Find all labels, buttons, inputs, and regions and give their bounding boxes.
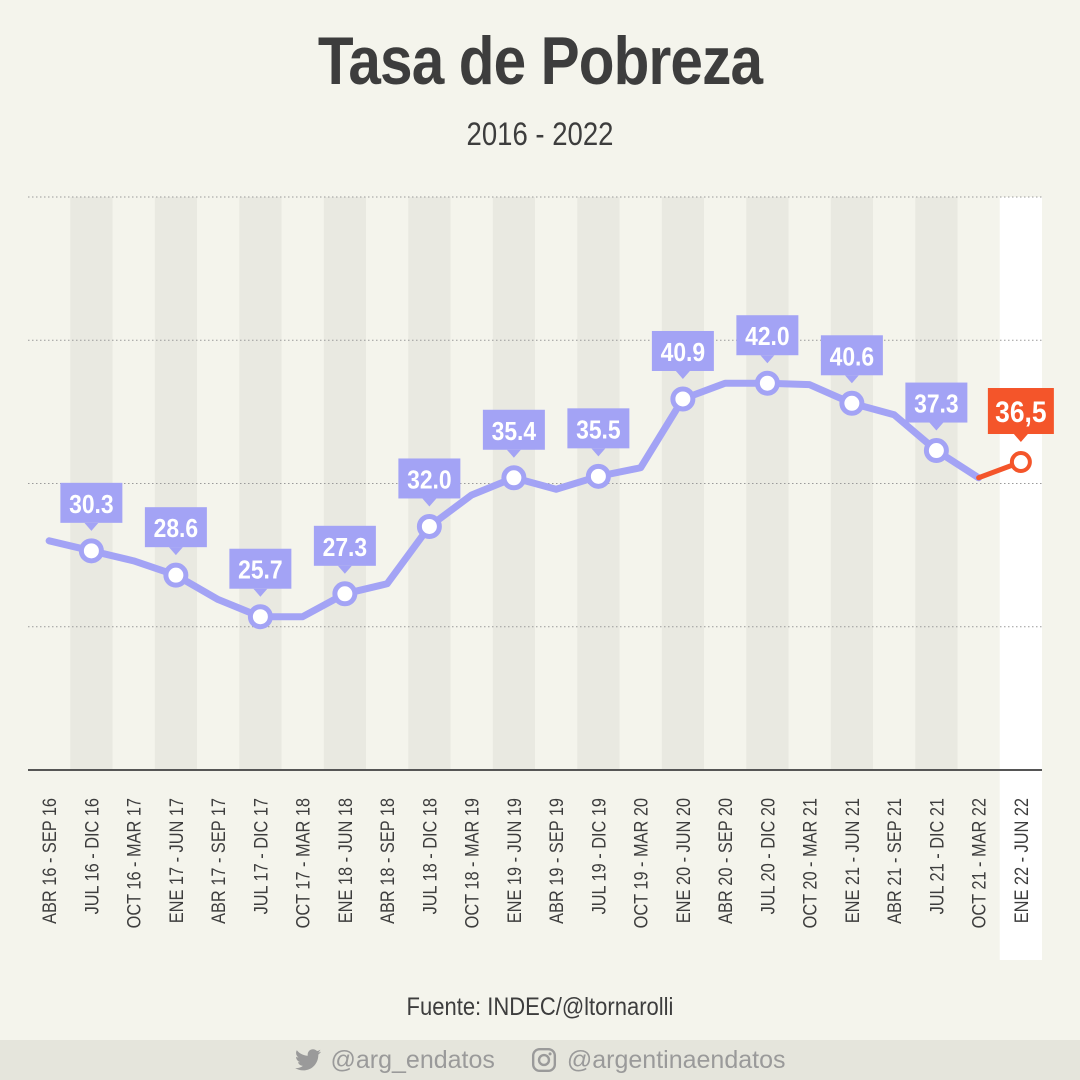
data-label-text: 40.6 xyxy=(830,343,874,372)
footer-bar: @arg_endatos @argentinaendatos xyxy=(0,1040,1080,1080)
data-point-marker xyxy=(247,604,273,630)
source-note: Fuente: INDEC/@ltornarolli xyxy=(406,993,674,1021)
data-label-pointer xyxy=(1013,434,1028,443)
data-label-text: 37.3 xyxy=(914,390,958,419)
x-tick-label: OCT 18 - MAR 19 xyxy=(461,798,482,928)
x-tick-label: JUL 16 - DIC 16 xyxy=(81,798,102,915)
data-label: 42.0 xyxy=(736,315,799,364)
x-tick-label: OCT 20 - MAR 21 xyxy=(799,798,820,928)
data-label-pointer xyxy=(591,448,606,457)
instagram-handle-group: @argentinaendatos xyxy=(531,1045,786,1075)
data-label-pointer xyxy=(422,498,437,507)
x-tick-label: ABR 18 - SEP 18 xyxy=(377,798,398,924)
x-tick-label: ABR 20 - SEP 20 xyxy=(715,798,736,924)
data-label-box xyxy=(144,507,207,548)
data-label-box xyxy=(313,525,376,566)
x-tick-label: ABR 19 - SEP 19 xyxy=(546,798,567,924)
data-label: 28.6 xyxy=(144,507,207,556)
x-tick-label: ENE 19 - JUN 19 xyxy=(504,798,525,923)
data-label-text: 27.3 xyxy=(323,534,367,563)
data-label-box xyxy=(229,548,292,589)
x-tick-label: OCT 16 - MAR 17 xyxy=(123,798,144,928)
x-tick-label: ENE 21 - JUN 21 xyxy=(842,798,863,923)
data-label-pointer xyxy=(253,588,268,597)
data-label-text: 35.4 xyxy=(492,417,537,446)
data-point-marker xyxy=(332,581,358,607)
x-tick-label: ABR 16 - SEP 16 xyxy=(39,798,60,924)
data-point-marker xyxy=(501,465,527,491)
data-point-marker xyxy=(585,463,611,489)
x-tick-label: ABR 17 - SEP 17 xyxy=(208,798,229,924)
data-label: 40.9 xyxy=(651,330,714,379)
data-point-marker xyxy=(416,513,442,539)
x-tick-label: OCT 19 - MAR 20 xyxy=(630,798,651,928)
x-tick-label: ENE 20 - JUN 20 xyxy=(673,798,694,923)
data-point-marker xyxy=(923,438,949,464)
data-label-text: 25.7 xyxy=(238,556,282,585)
data-label-text: 36,5 xyxy=(995,394,1046,428)
data-label-text: 40.9 xyxy=(661,339,705,368)
x-tick-label: JUL 18 - DIC 18 xyxy=(419,798,440,915)
x-tick-label: JUL 19 - DIC 19 xyxy=(588,798,609,914)
data-label-text: 28.6 xyxy=(154,515,198,544)
twitter-handle-group: @arg_endatos xyxy=(294,1045,495,1075)
data-label-pointer xyxy=(844,375,859,384)
data-label: 35.4 xyxy=(482,409,545,458)
data-point-marker xyxy=(754,370,780,396)
data-label-box xyxy=(398,458,461,499)
data-label-text: 32.0 xyxy=(407,466,451,495)
data-label-text: 35.5 xyxy=(576,416,620,445)
data-label: 35.5 xyxy=(567,408,630,457)
column-band xyxy=(830,197,873,770)
chart-title: Tasa de Pobreza xyxy=(317,23,763,99)
data-label: 27.3 xyxy=(313,525,376,574)
x-tick-label: JUL 20 - DIC 20 xyxy=(757,798,778,915)
data-label-box xyxy=(820,335,883,376)
x-tick-label: OCT 17 - MAR 18 xyxy=(292,798,313,928)
x-tick-label: ENE 22 - JUN 22 xyxy=(1011,798,1032,923)
data-point-marker xyxy=(163,562,189,588)
data-label: 30.3 xyxy=(60,482,123,531)
data-label-box xyxy=(651,330,714,371)
data-label: 37.3 xyxy=(905,382,968,431)
data-label-pointer xyxy=(760,355,775,364)
x-tick-label: JUL 17 - DIC 17 xyxy=(250,798,271,914)
data-label-pointer xyxy=(929,422,944,431)
x-tick-label: ENE 17 - JUN 17 xyxy=(166,798,187,923)
data-point-marker xyxy=(78,538,104,564)
data-label-text: 30.3 xyxy=(69,491,113,520)
data-label-box xyxy=(60,482,123,523)
data-label-text: 42.0 xyxy=(745,323,789,352)
data-label-pointer xyxy=(506,449,521,458)
data-point-marker xyxy=(839,390,865,416)
twitter-bird-icon xyxy=(294,1049,321,1071)
column-band xyxy=(999,197,1042,960)
data-label: 36,5 xyxy=(987,388,1054,443)
twitter-handle[interactable]: @arg_endatos xyxy=(330,1045,495,1074)
data-label-box xyxy=(905,382,968,423)
line-chart: 30.3 28.6 25.7 27.3 32.0 35.4 35.5 40.9 42.0 40.6… xyxy=(28,196,1054,960)
data-point-marker xyxy=(1009,451,1032,474)
data-label-pointer xyxy=(168,547,183,556)
x-tick-label: ABR 21 - SEP 21 xyxy=(884,798,905,924)
data-label-pointer xyxy=(337,565,352,574)
x-tick-label: OCT 21 - MAR 22 xyxy=(968,798,989,928)
data-point-marker xyxy=(670,386,696,412)
data-label-box xyxy=(987,388,1054,435)
data-label: 25.7 xyxy=(229,548,292,597)
chart-subtitle: 2016 - 2022 xyxy=(466,116,614,152)
instagram-handle[interactable]: @argentinaendatos xyxy=(566,1045,786,1074)
data-label-box xyxy=(567,408,630,449)
data-label-box xyxy=(736,315,799,356)
data-label-pointer xyxy=(675,370,690,379)
data-label-box xyxy=(482,409,545,450)
data-label: 40.6 xyxy=(820,335,883,384)
data-label: 32.0 xyxy=(398,458,461,507)
x-tick-label: JUL 21 - DIC 21 xyxy=(926,798,947,914)
x-tick-label: ENE 18 - JUN 18 xyxy=(335,798,356,923)
instagram-icon xyxy=(531,1047,556,1073)
column-band xyxy=(154,197,197,770)
data-label-pointer xyxy=(84,522,99,531)
